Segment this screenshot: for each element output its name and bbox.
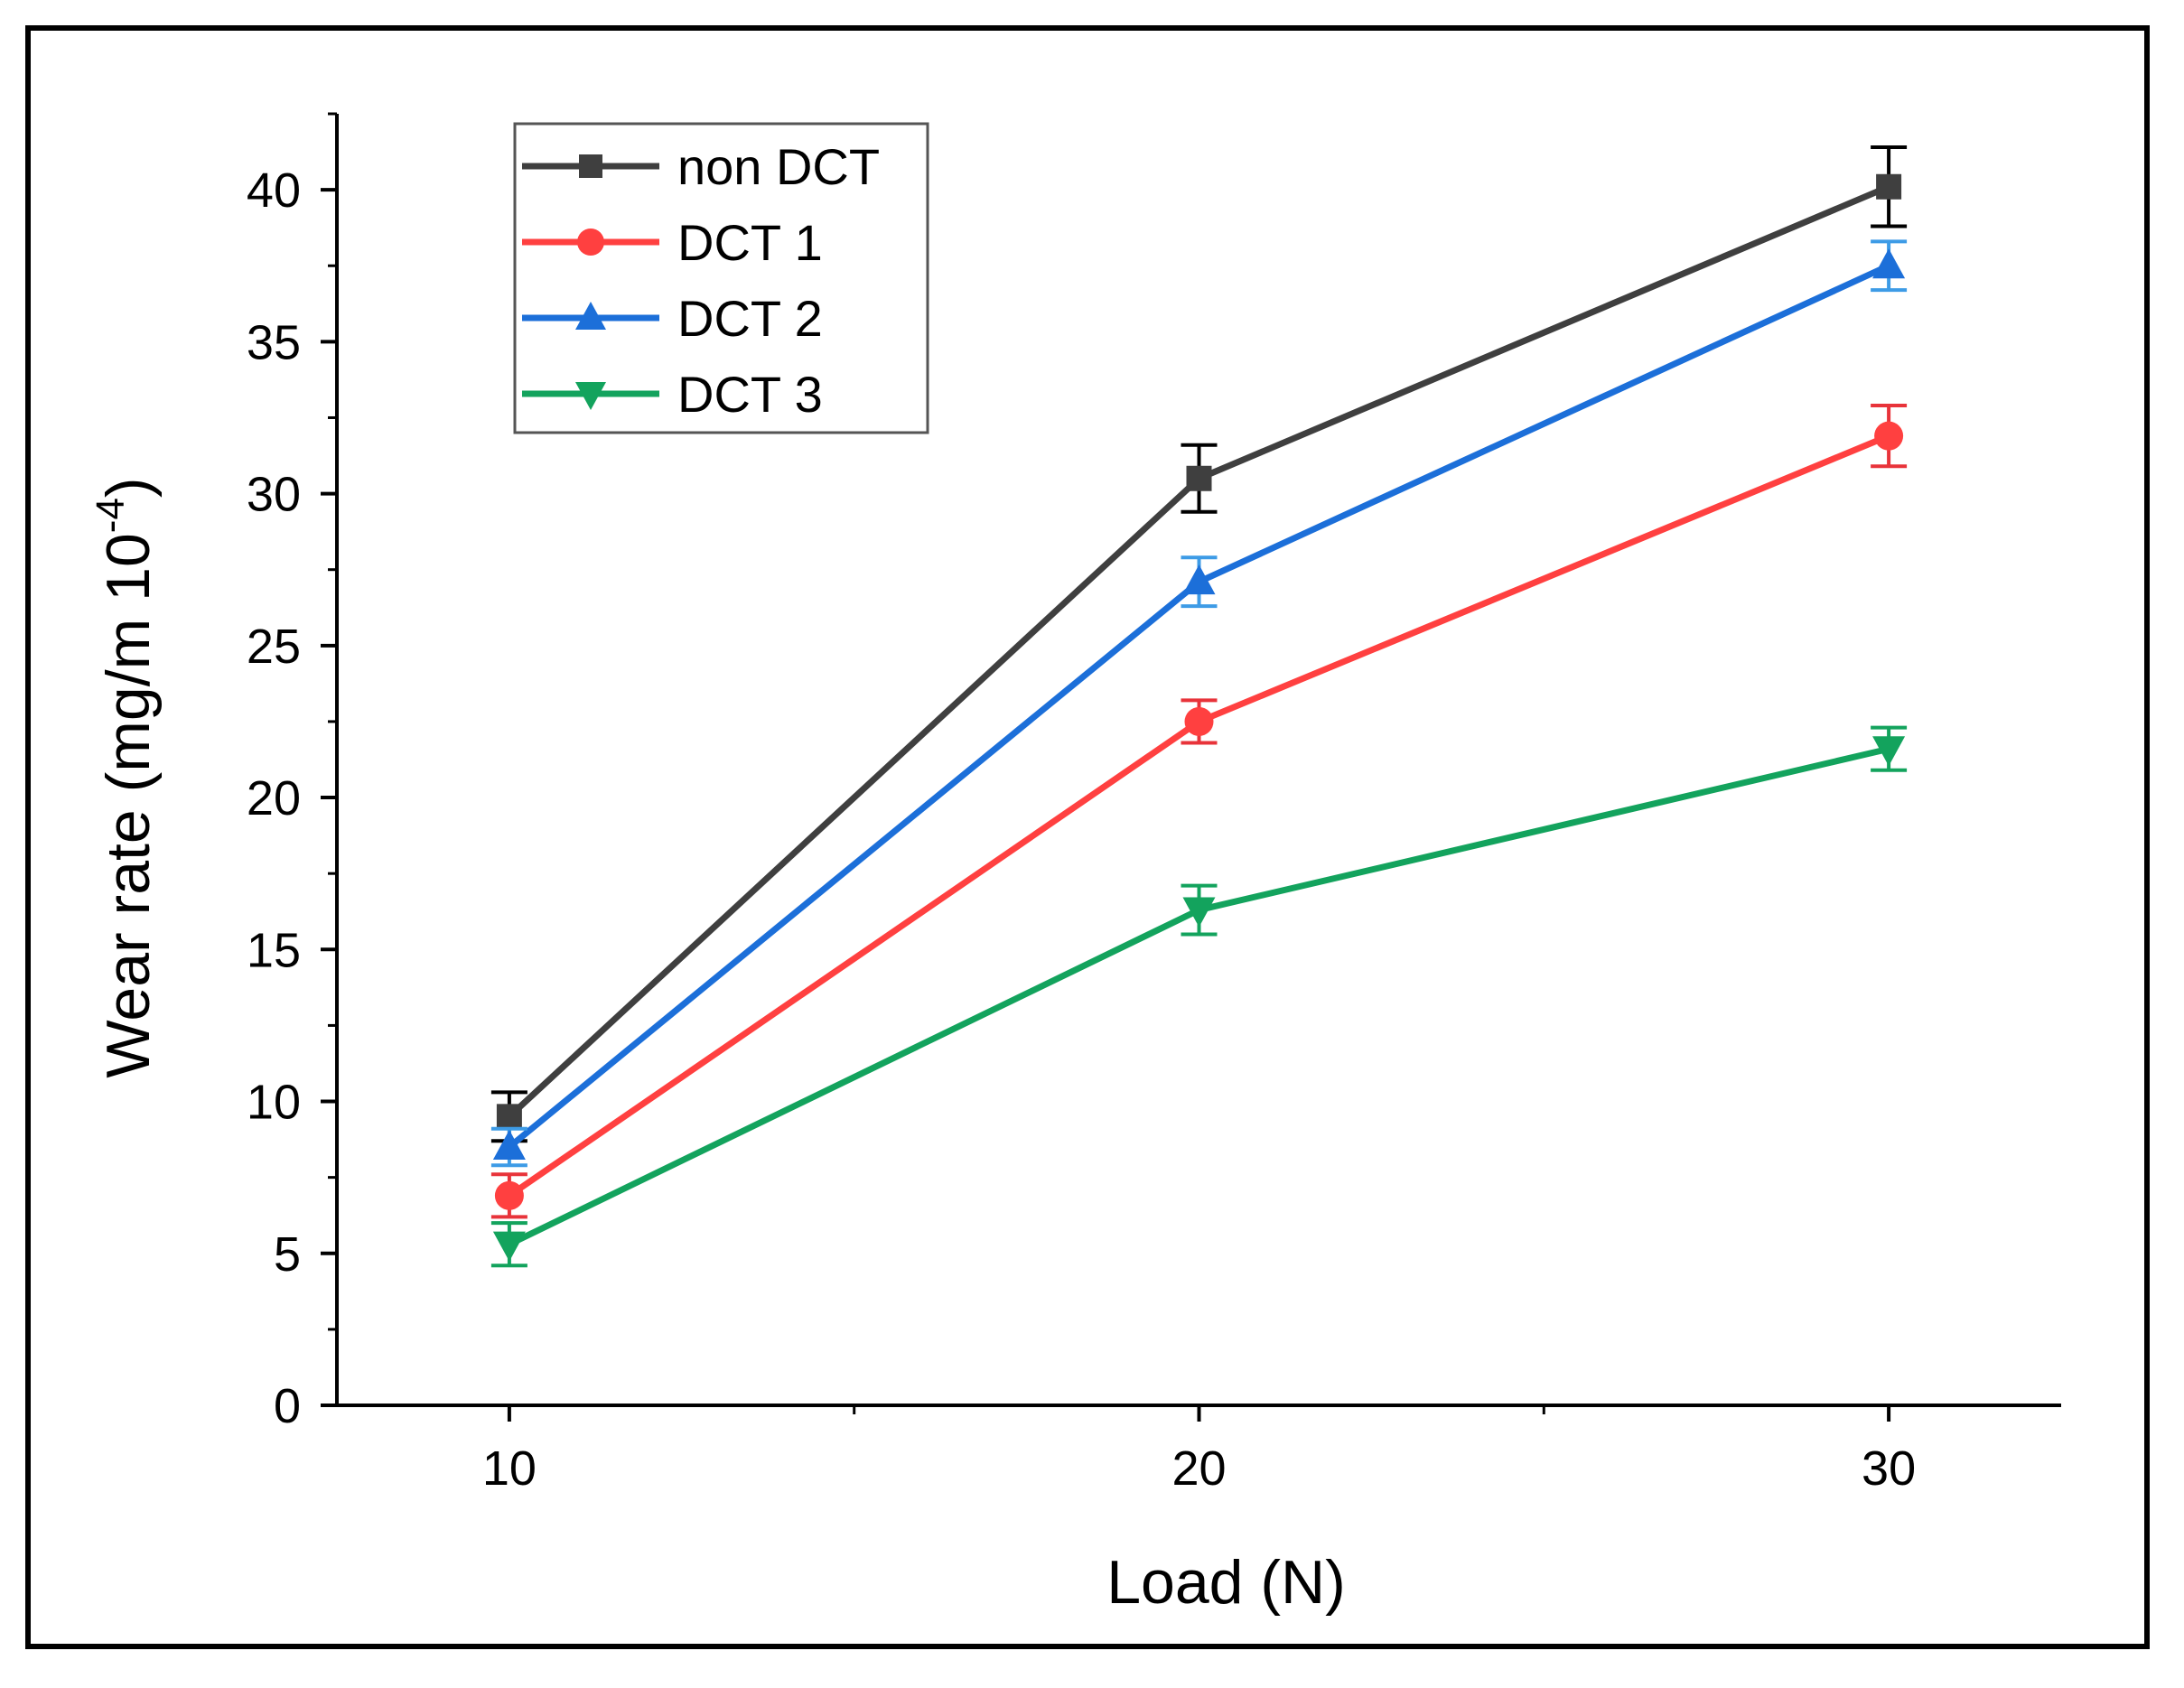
marker-triangle-up (575, 302, 606, 330)
marker-circle (1184, 706, 1214, 736)
x-axis-title: Load (N) (1106, 1548, 1346, 1617)
legend-label: DCT 1 (677, 214, 823, 271)
marker-circle (1874, 421, 1904, 451)
y-tick-label: 40 (247, 163, 301, 218)
series-dct-2 (490, 239, 1908, 1168)
legend-label: DCT 2 (677, 290, 823, 347)
x-tick-label: 20 (1171, 1441, 1226, 1496)
y-tick-label: 30 (247, 468, 301, 522)
legend-label: DCT 3 (677, 366, 823, 423)
y-tick-label: 5 (274, 1227, 301, 1282)
axes: 0 5 10 15 20 25 30 35 40 10 20 30 (247, 112, 2061, 1496)
y-axis-title-close: ) (94, 477, 163, 498)
series-dct-3 (490, 725, 1908, 1268)
legend-item: DCT 1 (522, 214, 823, 271)
y-axis-title-text: Wear rate (mg/m 10 (94, 533, 163, 1077)
legend-item: DCT 3 (522, 366, 823, 423)
marker-square (1186, 465, 1212, 491)
marker-triangle-down (1182, 897, 1216, 928)
marker-triangle-up (1182, 564, 1216, 595)
y-tick-label: 10 (247, 1076, 301, 1130)
series-layer (490, 145, 1908, 1268)
marker-square (1876, 173, 1902, 200)
marker-square (579, 154, 602, 178)
marker-triangle-down (1872, 736, 1906, 767)
y-axis-title-superscript: -4 (89, 498, 133, 533)
legend-item: non DCT (522, 138, 880, 195)
marker-circle (577, 228, 604, 256)
series-dct-1 (490, 404, 1908, 1219)
series-line (507, 433, 1890, 1198)
marker-circle (494, 1180, 524, 1210)
y-tick-label: 35 (247, 315, 301, 369)
figure-border (25, 25, 2150, 1649)
y-tick-label: 15 (247, 923, 301, 977)
y-tick-label: 0 (274, 1379, 301, 1433)
legend-item: DCT 2 (522, 290, 823, 347)
legend-label: non DCT (677, 138, 880, 195)
x-tick-label: 30 (1862, 1441, 1916, 1496)
y-tick-label: 25 (247, 620, 301, 674)
y-axis-title: Wear rate (mg/m 10-4) (89, 477, 163, 1077)
marker-triangle-down (492, 1231, 526, 1262)
marker-square (496, 1104, 522, 1130)
marker-triangle-down (575, 382, 606, 410)
marker-triangle-up (492, 1130, 526, 1160)
x-tick-label: 10 (482, 1441, 537, 1496)
y-tick-label: 20 (247, 771, 301, 825)
series-line (508, 745, 1890, 1247)
legend: non DCT DCT 1 DCT 2 DCT 3 (513, 122, 929, 434)
marker-triangle-up (1872, 248, 1906, 279)
